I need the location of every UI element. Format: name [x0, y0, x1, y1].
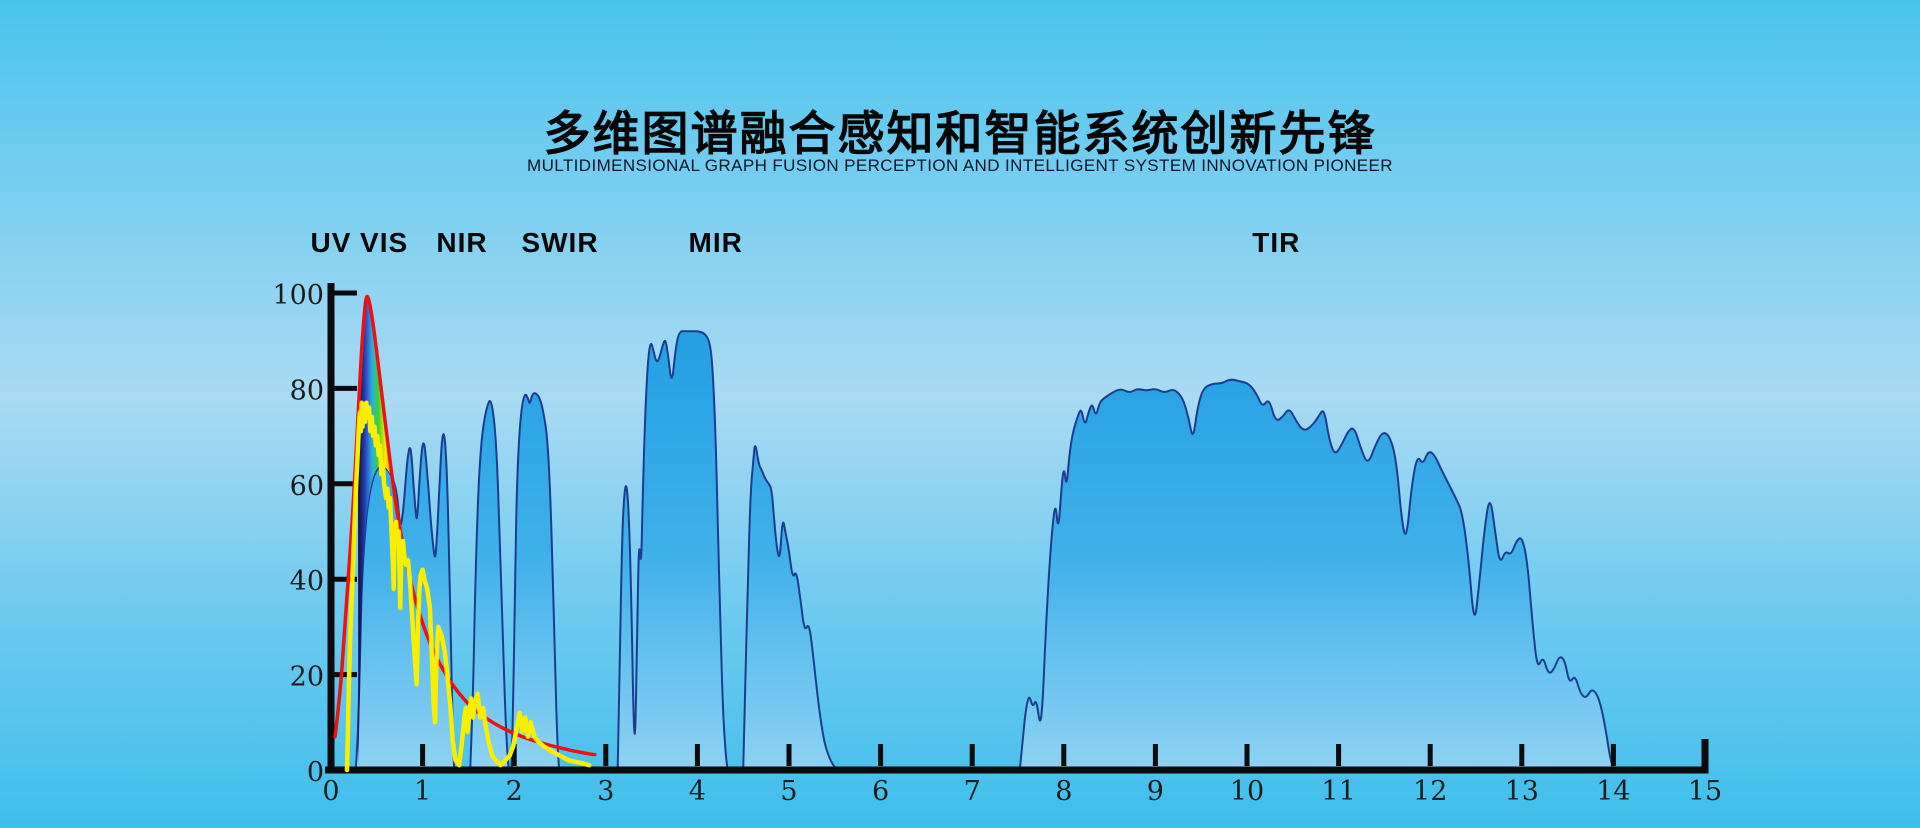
x-tick-label: 10	[1230, 776, 1264, 807]
page-title: 多维图谱融合感知和智能系统创新先锋	[543, 107, 1377, 161]
band-label-vis: VIS	[360, 227, 409, 258]
x-tick-label: 13	[1505, 776, 1539, 807]
x-tick-label: 1	[414, 776, 431, 807]
x-tick-label: 9	[1147, 776, 1164, 807]
y-tick-label: 0	[307, 757, 324, 788]
x-tick-label: 8	[1055, 776, 1072, 807]
y-tick-label: 60	[290, 471, 324, 502]
x-tick-label: 7	[964, 776, 981, 807]
band-label-tir: TIR	[1252, 227, 1301, 258]
x-tick-label: 14	[1596, 776, 1630, 807]
x-tick-label: 3	[597, 776, 614, 807]
x-tick-label: 11	[1321, 776, 1355, 807]
band-label-uv: UV	[310, 227, 352, 258]
transmission-band-area	[354, 433, 456, 771]
transmission-band-area	[616, 330, 729, 771]
band-label-mir: MIR	[688, 227, 743, 258]
band-label-swir: SWIR	[521, 227, 599, 258]
x-tick-label: 6	[872, 776, 889, 807]
y-tick-label: 20	[290, 662, 324, 693]
transmission-band-area	[742, 445, 838, 771]
transmission-band-area	[469, 400, 510, 771]
solar-spectrum-curve	[344, 400, 592, 773]
x-tick-label: 12	[1413, 776, 1447, 807]
x-tick-label: 4	[689, 776, 706, 807]
x-tick-label: 0	[322, 776, 339, 807]
band-label-nir: NIR	[436, 227, 488, 258]
x-tick-label: 5	[780, 776, 797, 807]
x-tick-label: 2	[506, 776, 523, 807]
x-tick-label: 15	[1688, 776, 1722, 807]
y-tick-label: 80	[290, 375, 324, 406]
y-tick-label: 100	[272, 280, 324, 311]
transmission-band-area	[1018, 378, 1615, 771]
page-subtitle: MULTIDIMENSIONAL GRAPH FUSION PERCEPTION…	[527, 156, 1393, 175]
y-tick-label: 40	[290, 566, 324, 597]
transmission-band-area	[510, 392, 561, 771]
